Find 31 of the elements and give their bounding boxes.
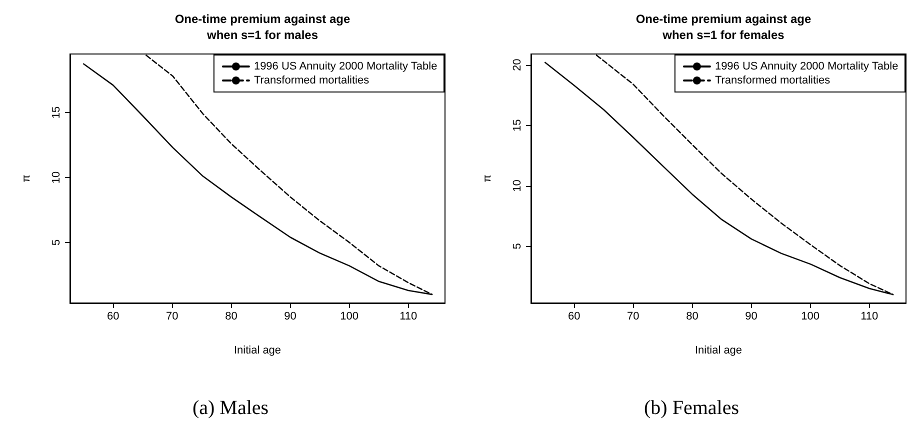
y-tick-label: 5: [50, 239, 62, 246]
x-tick-label: 110: [400, 310, 418, 322]
legend-label: 1996 US Annuity 2000 Mortality Table: [714, 60, 898, 72]
chart-title: One-time premium against age when s=1 for males: [174, 12, 351, 42]
y-axis-title: π: [482, 174, 494, 182]
y-tick-label: 10: [512, 180, 524, 192]
legend-label: Transformed mortalities: [254, 74, 370, 86]
text: (a) Males: [192, 397, 269, 419]
y-tick-label: 10: [50, 171, 62, 184]
x-tick-label: 60: [106, 310, 120, 322]
x-axis-title: Initial age: [234, 344, 282, 356]
y-tick-label: 15: [512, 119, 524, 132]
x-tick-label: 60: [568, 310, 580, 322]
x-tick-label: 90: [284, 310, 296, 322]
chart-title: One-time premium against age when s=1 for females: [636, 12, 812, 42]
x-axis-title: Initial age: [694, 344, 742, 356]
x-tick-label: 80: [225, 310, 238, 322]
x-tick-label: 110: [860, 310, 878, 322]
x-tick-label: 80: [686, 310, 698, 322]
y-axis-title: π: [20, 174, 32, 182]
legend-label: Transformed mortalities: [714, 74, 831, 86]
x-tick-label: 70: [166, 310, 178, 322]
x-tick-label: 100: [801, 310, 820, 322]
legend-label: 1996 US Annuity 2000 Mortality Table: [254, 60, 438, 72]
x-tick-label: 90: [745, 310, 758, 322]
x-tick-label: 70: [627, 310, 640, 322]
x-tick-label: 100: [340, 310, 359, 322]
y-tick-label: 5: [512, 243, 524, 250]
text: (b) Females: [644, 397, 740, 419]
y-tick-label: 15: [50, 106, 62, 119]
y-tick-label: 20: [512, 58, 524, 72]
